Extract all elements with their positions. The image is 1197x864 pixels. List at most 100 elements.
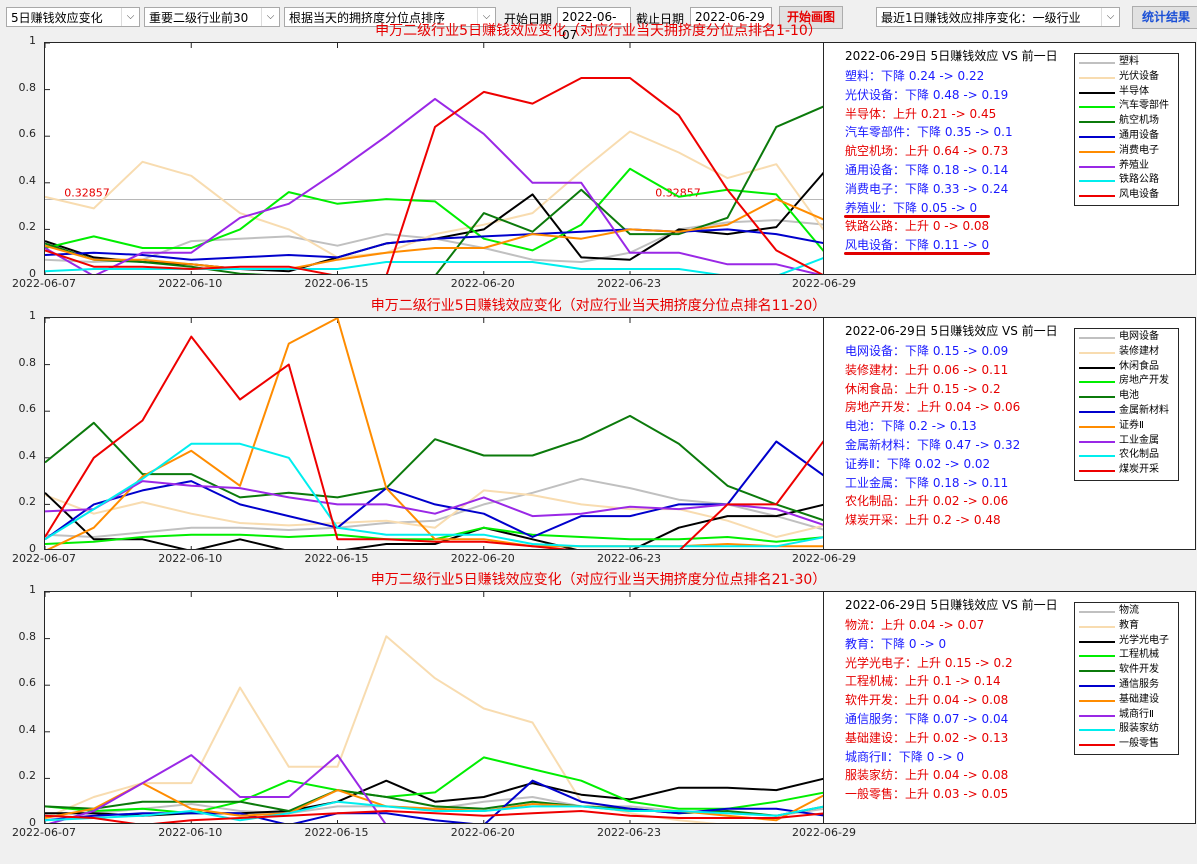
y-tick-label: 0.2: [18, 769, 37, 783]
info-panel: 2022-06-29日 5日赚钱效应 VS 前一日 电网设备：下降 0.15 ->…: [824, 317, 1196, 550]
y-tick-label: 1: [29, 583, 36, 596]
legend-item: 证券Ⅱ: [1075, 419, 1178, 434]
sort-select-value: 根据当天的拥挤度分位点排序: [289, 11, 446, 25]
legend-swatch: [1079, 91, 1115, 94]
sort-select[interactable]: 根据当天的拥挤度分位点排序 ⌵: [284, 7, 496, 27]
legend-item: 煤炭开采: [1075, 463, 1178, 478]
scope-select[interactable]: 重要二级行业前30 ⌵: [144, 7, 280, 27]
series-line: [45, 635, 718, 823]
legend: 电网设备 装修建材 休闲食品 房地产开发 电池 金属新材料 证券Ⅱ 工业金属 农化制品 煤炭开采: [1074, 328, 1179, 481]
legend-swatch: [1079, 655, 1115, 658]
chart-panel-3: 申万二级行业5日赚钱效应变化（对应行业当天拥挤度分位点排名21-30） 0 0.2 0…: [0, 571, 1197, 847]
legend-label: 基础建设: [1119, 693, 1159, 705]
y-tick-label: 0.8: [18, 629, 37, 643]
legend-item: 汽车零部件: [1075, 99, 1178, 114]
legend-label: 一般零售: [1119, 738, 1159, 750]
legend-label: 铁路公路: [1119, 174, 1159, 186]
end-date-input[interactable]: 2022-06-29: [690, 7, 772, 27]
legend-swatch: [1079, 366, 1115, 369]
legend-item: 农化制品: [1075, 448, 1178, 463]
legend-swatch: [1079, 684, 1115, 687]
legend-item: 塑料: [1075, 55, 1178, 70]
info-row: 航空机场：上升 0.64 -> 0.73: [845, 144, 1009, 159]
legend-label: 光学光电子: [1119, 634, 1169, 646]
legend-label: 航空机场: [1119, 115, 1159, 127]
series-line: [45, 480, 823, 526]
legend-item: 半导体: [1075, 85, 1178, 100]
info-row: 通信服务：下降 0.07 -> 0.04: [845, 712, 1009, 726]
info-row: 光伏设备：下降 0.48 -> 0.19: [845, 87, 1009, 102]
chevron-down-icon[interactable]: ⌵: [121, 8, 139, 26]
x-tick-label: 2022-06-20: [450, 277, 515, 290]
legend-item: 航空机场: [1075, 114, 1178, 129]
x-tick-label: 2022-06-29: [792, 552, 856, 565]
info-header: 2022-06-29日 5日赚钱效应 VS 前一日: [845, 49, 1058, 63]
y-tick-label: 1: [29, 34, 36, 47]
metric-select[interactable]: 5日赚钱效应变化 ⌵: [6, 7, 140, 27]
legend-item: 通信服务: [1075, 678, 1178, 693]
info-row: 一般零售：上升 0.03 -> 0.05: [845, 787, 1009, 802]
x-tick-label: 2022-06-29: [792, 277, 856, 290]
info-row: 房地产开发：上升 0.04 -> 0.06: [845, 400, 1021, 415]
y-tick-label: 0.4: [18, 173, 37, 187]
legend-swatch: [1079, 351, 1115, 354]
legend-item: 教育: [1075, 619, 1178, 634]
legend-item: 物流: [1075, 604, 1178, 619]
legend-swatch: [1079, 699, 1115, 702]
chart-title: 申万二级行业5日赚钱效应变化（对应行业当天拥挤度分位点排名11-20）: [370, 298, 827, 314]
recent-sort-select-value: 最近1日赚钱效应排序变化：一级行业: [881, 11, 1081, 25]
legend-swatch: [1079, 611, 1115, 613]
legend-item: 光伏设备: [1075, 70, 1178, 85]
y-tick-label: 0.2: [18, 220, 37, 234]
plot-area: 0.32857 0.32857: [44, 42, 824, 275]
info-row: 金属新材料：下降 0.47 -> 0.32: [845, 438, 1021, 452]
legend-label: 休闲食品: [1119, 360, 1159, 372]
y-tick-label: 0.6: [18, 402, 37, 416]
legend-swatch: [1079, 714, 1115, 717]
reference-line-label: 0.32857: [64, 186, 110, 199]
legend-swatch: [1079, 121, 1115, 124]
x-tick-label: 2022-06-23: [597, 277, 661, 290]
series-line: [45, 810, 823, 823]
legend-swatch: [1079, 180, 1115, 183]
legend-item: 服装家纺: [1075, 722, 1178, 737]
info-row: 光学光电子：上升 0.15 -> 0.2: [845, 655, 1013, 670]
info-row: 城商行Ⅱ：下降 0 -> 0: [845, 749, 965, 764]
y-tick-label: 0: [29, 267, 36, 280]
recent-sort-select[interactable]: 最近1日赚钱效应排序变化：一级行业 ⌵: [876, 7, 1120, 27]
legend-swatch: [1079, 670, 1115, 673]
legend-item: 一般零售: [1075, 737, 1178, 752]
info-row: 电网设备：下降 0.15 -> 0.09: [845, 344, 1009, 358]
series-line: [45, 414, 823, 522]
legend-label: 电池: [1119, 390, 1139, 402]
legend-label: 消费电子: [1119, 144, 1159, 156]
info-row: 软件开发：上升 0.04 -> 0.08: [845, 693, 1009, 708]
series-line: [45, 800, 823, 822]
highlight-underline: [844, 214, 990, 218]
chevron-down-icon[interactable]: ⌵: [1101, 8, 1119, 26]
legend-item: 基础建设: [1075, 693, 1178, 708]
legend-swatch: [1079, 337, 1115, 339]
chevron-down-icon[interactable]: ⌵: [477, 8, 495, 26]
x-tick-label: 2022-06-10: [158, 277, 223, 290]
x-tick-label: 2022-06-15: [304, 826, 369, 839]
y-tick-label: 0.6: [18, 127, 37, 141]
start-date-input[interactable]: 2022-06-07: [557, 7, 631, 42]
series-line: [45, 167, 823, 252]
stats-button[interactable]: 统计结果: [1132, 6, 1197, 29]
info-row: 汽车零部件：下降 0.35 -> 0.1: [845, 125, 1013, 140]
info-header: 2022-06-29日 5日赚钱效应 VS 前一日: [845, 324, 1058, 338]
legend-label: 养殖业: [1119, 159, 1149, 171]
legend-item: 消费电子: [1075, 144, 1178, 159]
legend-label: 教育: [1119, 619, 1139, 631]
info-row: 证券Ⅱ：下降 0.02 -> 0.02: [845, 456, 991, 471]
legend-swatch: [1079, 381, 1115, 384]
chevron-down-icon[interactable]: ⌵: [261, 8, 279, 26]
info-row: 服装家纺：上升 0.04 -> 0.08: [845, 768, 1009, 783]
series-line: [45, 219, 823, 263]
series-line: [45, 335, 823, 549]
x-tick-label: 2022-06-23: [597, 552, 661, 565]
series-line: [45, 228, 823, 261]
draw-button[interactable]: 开始画图: [779, 6, 843, 29]
x-tick-label: 2022-06-29: [792, 826, 856, 839]
